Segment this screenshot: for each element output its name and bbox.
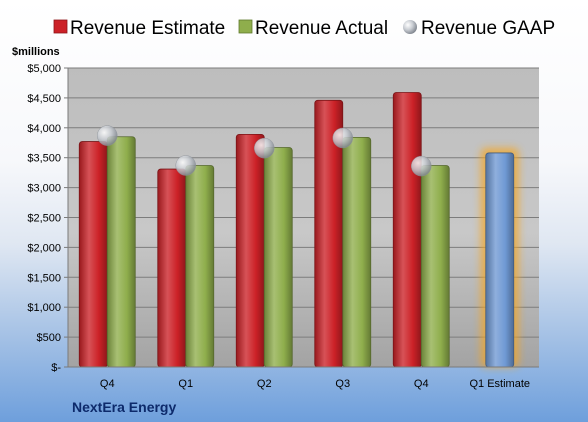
x-tick-label: Q4 <box>100 378 115 390</box>
y-tick-label: $1,000 <box>27 302 61 314</box>
legend-marker-revenue-gaap <box>403 20 417 34</box>
x-tick-label: Q1 Estimate <box>469 378 530 390</box>
marker-revenue-gaap <box>175 155 196 176</box>
legend: Revenue Estimate Revenue Actual Revenue … <box>53 18 555 39</box>
bar-q1-estimate <box>485 152 515 368</box>
marker-revenue-gaap <box>411 155 432 177</box>
legend-label-revenue-actual: Revenue Actual <box>255 18 388 39</box>
x-tick-label: Q4 <box>414 378 429 390</box>
bar-revenue-estimate <box>157 168 187 368</box>
y-tick-label: $2,500 <box>27 213 61 225</box>
bar-revenue-estimate <box>235 133 265 368</box>
bar-revenue-estimate <box>392 92 422 368</box>
marker-revenue-gaap <box>97 125 118 146</box>
unit-label: $millions <box>12 46 60 58</box>
legend-label-revenue-estimate: Revenue Estimate <box>70 18 225 39</box>
marker-revenue-gaap <box>332 127 353 149</box>
legend-swatch-revenue-actual <box>238 19 253 34</box>
y-tick-label: $3,500 <box>27 153 61 165</box>
x-tick-label: Q3 <box>335 378 350 390</box>
legend-label-revenue-gaap: Revenue GAAP <box>421 18 555 39</box>
y-tick-label: $- <box>51 362 61 374</box>
y-tick-label: $4,000 <box>27 123 61 135</box>
gaap-markers <box>97 125 432 177</box>
company-name: NextEra Energy <box>72 399 176 415</box>
x-tick-label: Q1 <box>178 378 193 390</box>
y-tick-label: $5,000 <box>27 63 61 75</box>
bar-revenue-actual <box>342 136 372 368</box>
gridlines <box>68 67 539 338</box>
bar-revenue-actual <box>420 165 450 368</box>
y-axis-ticks: $- $500 $1,000 $1,500 $2,000 $2,500 $3,000 $3,5… <box>27 63 68 374</box>
y-tick-label: $2,000 <box>27 242 61 254</box>
legend-swatch-revenue-estimate <box>53 19 68 34</box>
y-tick-label: $1,500 <box>27 272 61 284</box>
y-tick-label: $3,000 <box>27 183 61 195</box>
x-tick-label: Q2 <box>257 378 272 390</box>
y-tick-label: $4,500 <box>27 93 61 105</box>
marker-revenue-gaap <box>254 137 275 159</box>
x-axis-labels: Q4 Q1 Q2 Q3 Q4 Q1 Estimate <box>100 378 530 390</box>
bar-revenue-actual <box>106 136 136 368</box>
y-tick-label: $500 <box>37 332 61 344</box>
bar-revenue-estimate <box>78 141 108 368</box>
bar-revenue-actual <box>263 147 293 368</box>
bars <box>78 92 519 368</box>
bar-revenue-actual <box>185 165 215 368</box>
